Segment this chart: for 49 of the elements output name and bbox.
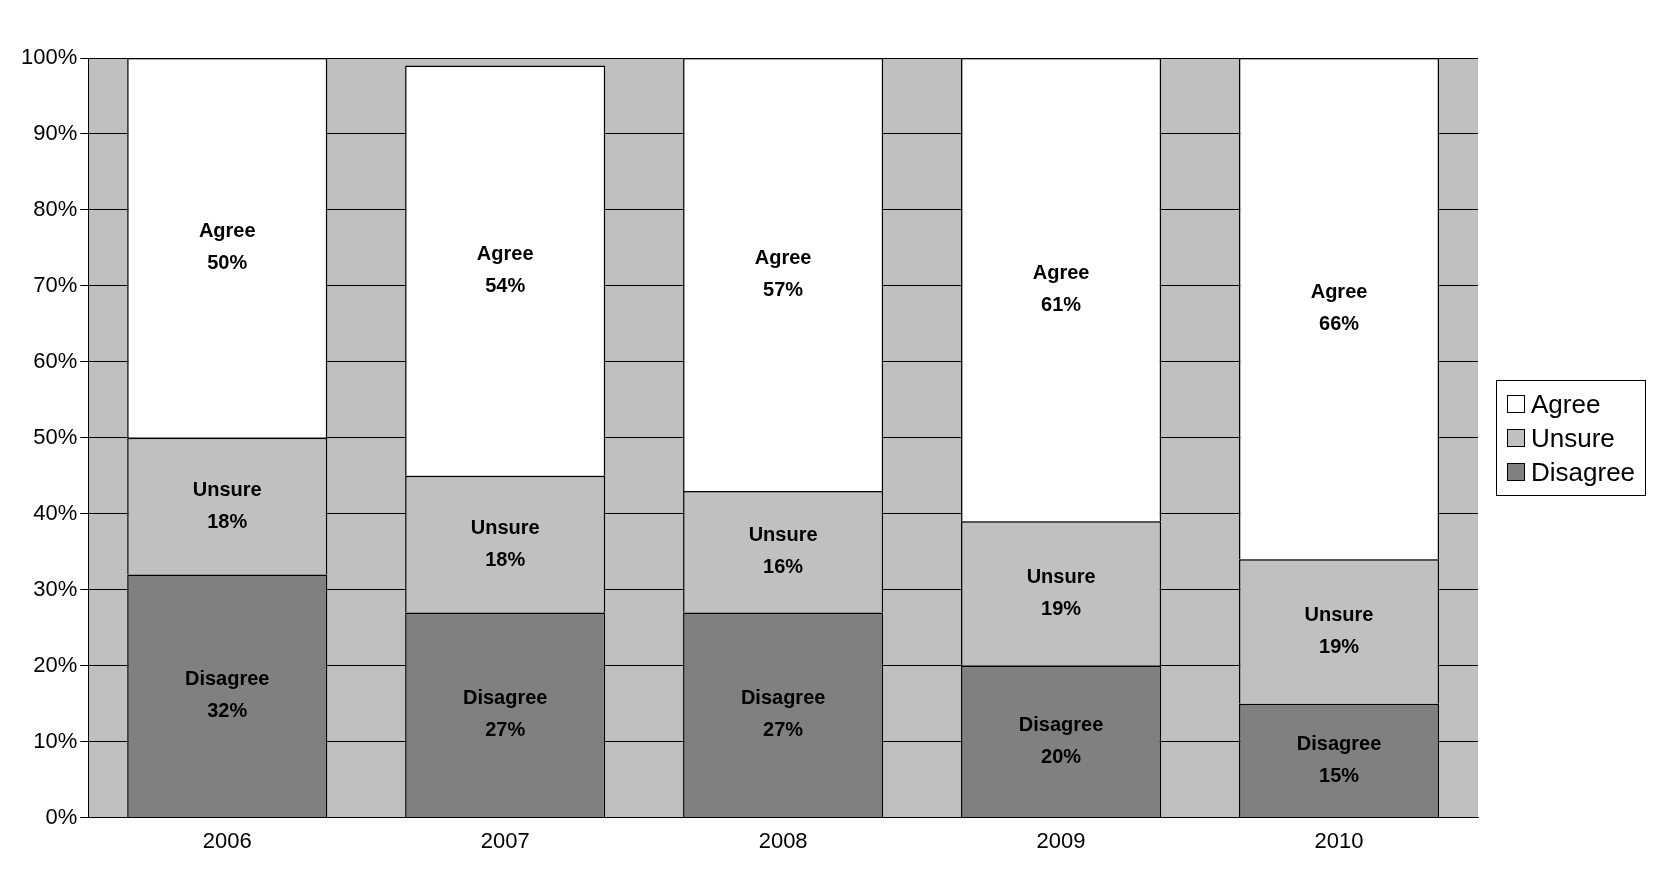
legend-label: Disagree (1531, 456, 1636, 489)
data-label: 57% (763, 278, 804, 300)
data-label: 54% (485, 274, 526, 297)
text: Unsure (1304, 603, 1374, 626)
data-label: 18% (207, 509, 248, 532)
y-tick-label: 10% (33, 727, 78, 753)
y-tick-label: 40% (33, 499, 78, 525)
x-tick-label: 2008 (758, 827, 808, 853)
data-label: 19% (1041, 597, 1082, 620)
x-tick-label: 2009 (1036, 827, 1086, 853)
data-label: 27% (763, 718, 804, 741)
data-label: 18% (485, 547, 526, 570)
legend-label: Unsure (1531, 422, 1615, 455)
text: Agree (198, 219, 256, 242)
series-label: Agree (1310, 280, 1368, 303)
text: Agree (754, 246, 812, 268)
y-tick-label: 70% (33, 271, 78, 297)
text: Disagree (740, 686, 826, 709)
y-tick-label: 90% (33, 120, 78, 146)
data-label: 16% (763, 555, 804, 578)
y-tick-label: 100% (20, 44, 78, 70)
x-tick-label: 2007 (480, 827, 530, 853)
x-tick-label: 2010 (1314, 827, 1364, 853)
data-label: 66% (1319, 312, 1360, 335)
data-label: 50% (207, 251, 248, 274)
y-tick-label: 50% (33, 423, 78, 449)
text: Agree (1531, 389, 1601, 419)
x-tick-label: 2006 (202, 827, 252, 853)
text: Unsure (192, 477, 262, 500)
text: Disagree (1018, 712, 1104, 735)
y-tick-label: 20% (33, 651, 78, 677)
data-label: 61% (1041, 293, 1082, 316)
data-label: 32% (207, 699, 248, 722)
data-label: 20% (1041, 744, 1082, 767)
text: Agree (1032, 261, 1090, 284)
text: Agree (476, 242, 534, 265)
text: Unsure (1026, 565, 1096, 588)
data-label: 15% (1319, 763, 1360, 786)
data-label: 19% (1319, 635, 1360, 658)
text: Unsure (748, 523, 818, 546)
text: Disagree (462, 686, 548, 709)
y-tick-label: 80% (33, 195, 78, 221)
y-tick-label: 60% (33, 347, 78, 373)
text: Disagree (1296, 731, 1382, 754)
data-label: 27% (485, 718, 526, 741)
y-tick-label: 30% (33, 575, 78, 601)
text: Disagree (184, 667, 270, 690)
text: Unsure (470, 515, 540, 538)
y-tick-label: 0% (45, 803, 78, 829)
